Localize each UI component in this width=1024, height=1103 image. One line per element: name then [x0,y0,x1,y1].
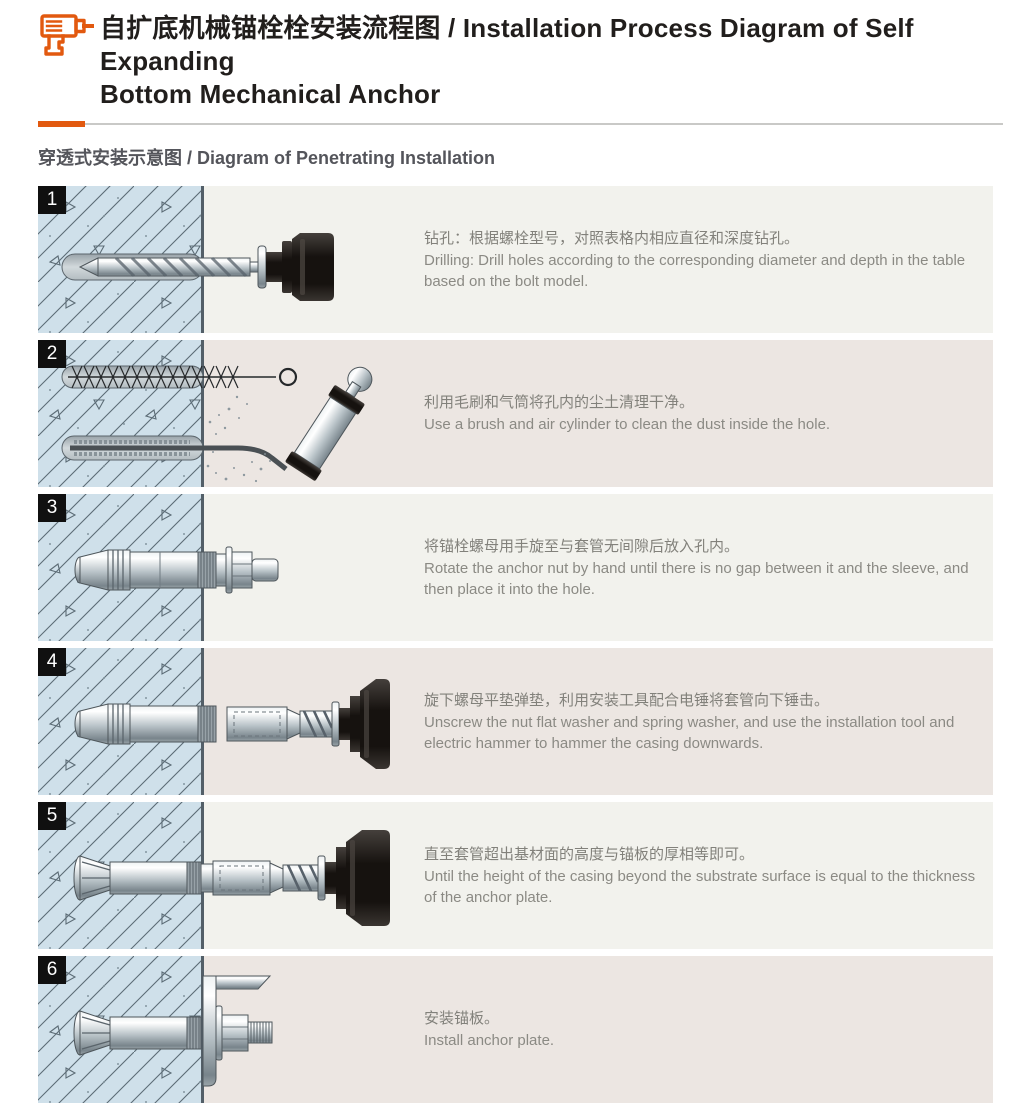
step-text-zh: 安装锚板。 [424,1010,500,1027]
dust-particles [206,395,271,483]
step-description: 安装锚板。 Install anchor plate. [424,956,976,1103]
expanded-anchor [73,855,214,901]
installation-tool [212,860,320,896]
step-row-3: 3 将锚栓螺母用手旋至与套管无间 [38,494,993,641]
step-text-zh: 钻孔：根据螺栓型号，对照表格内相应直径和深度钻孔。 [424,229,800,247]
step-text-zh: 将锚栓螺母用手旋至与套管无间隙后放入孔内。 [424,537,740,555]
fastening-hardware [215,1005,273,1061]
drill-bit [78,256,251,278]
air-pump [285,366,373,481]
installation-tool [226,706,334,742]
page-title: 自扩底机械锚栓栓安装流程图 / Installation Process Dia… [100,12,1000,111]
step-text-en: Rotate the anchor nut by hand until ther… [424,559,969,598]
step-text-en: Unscrew the nut flat washer and spring w… [424,713,955,752]
step-text-en: Until the height of the casing beyond th… [424,867,976,906]
page-title-line2: Bottom Mechanical Anchor [100,79,441,109]
step-description: 直至套管超出基材面的高度与锚板的厚相等即可。 Until the height … [424,802,976,949]
illustration-hammer-casing [38,648,390,795]
stud-end [251,558,279,582]
cleaning-brush [68,365,298,389]
step-text-zh: 直至套管超出基材面的高度与锚板的厚相等即可。 [424,845,755,863]
nut [231,551,253,589]
step-row-1: 1 钻孔：根据螺栓型号，对照表格内相应直径和深度钻孔。 [38,186,993,333]
step-row-2: 2 [38,340,993,487]
illustration-drilling [38,186,334,333]
page-header: 自扩底机械锚栓栓安装流程图 / Installation Process Dia… [0,0,1024,111]
step-text-en: Drilling: Drill holes according to the c… [424,251,966,290]
step-description: 钻孔：根据螺栓型号，对照表格内相应直径和深度钻孔。 Drilling: Dril… [424,186,976,333]
expanded-anchor [73,1010,202,1056]
step-number-badge: 4 [38,648,66,676]
step-description: 利用毛刷和气筒将孔内的尘土清理干净。 Use a brush and air c… [424,340,976,487]
step-description: 将锚栓螺母用手旋至与套管无间隙后放入孔内。 Rotate the anchor … [424,494,976,641]
step-text-en: Install anchor plate. [424,1032,555,1049]
section-heading: 穿透式安装示意图 / Diagram of Penetrating Instal… [38,148,496,168]
nut [221,1014,249,1052]
drill-chuck [317,830,390,926]
hammer-drill-icon [40,14,94,56]
anchor-bolt [74,546,279,594]
dust-in-hole [74,440,190,456]
step-row-5: 5 [38,802,993,949]
step-number-badge: 6 [38,956,66,984]
step-text-en: Use a brush and air cylinder to clean th… [424,416,831,433]
divider-line [85,122,1003,125]
step-text-zh: 旋下螺母平垫弹垫，利用安装工具配合电锤将套管向下锤击。 [424,691,830,709]
title-divider [38,120,1003,127]
page-title-line1: 自扩底机械锚栓栓安装流程图 / Installation Process Dia… [100,13,914,76]
step-number-badge: 2 [38,340,66,368]
knurled-band [186,1016,202,1050]
air-nozzle [70,445,288,471]
washer [215,1005,223,1061]
washer [225,546,233,594]
step-row-6: 6 [38,956,993,1103]
step-row-4: 4 [38,648,993,795]
brush-ring-handle [278,367,298,387]
step-number-badge: 5 [38,802,66,830]
step-text-zh: 利用毛刷和气筒将孔内的尘土清理干净。 [424,394,695,411]
steps-list: 1 钻孔：根据螺栓型号，对照表格内相应直径和深度钻孔。 [38,186,993,1103]
step-number-badge: 1 [38,186,66,214]
divider-accent [38,120,85,127]
illustration-cleaning [38,340,373,487]
anchor-bolt [74,703,217,745]
drill-chuck [249,233,334,301]
step-description: 旋下螺母平垫弹垫，利用安装工具配合电锤将套管向下锤击。 Unscrew the … [424,648,976,795]
drill-chuck [331,679,390,769]
step-number-badge: 3 [38,494,66,522]
